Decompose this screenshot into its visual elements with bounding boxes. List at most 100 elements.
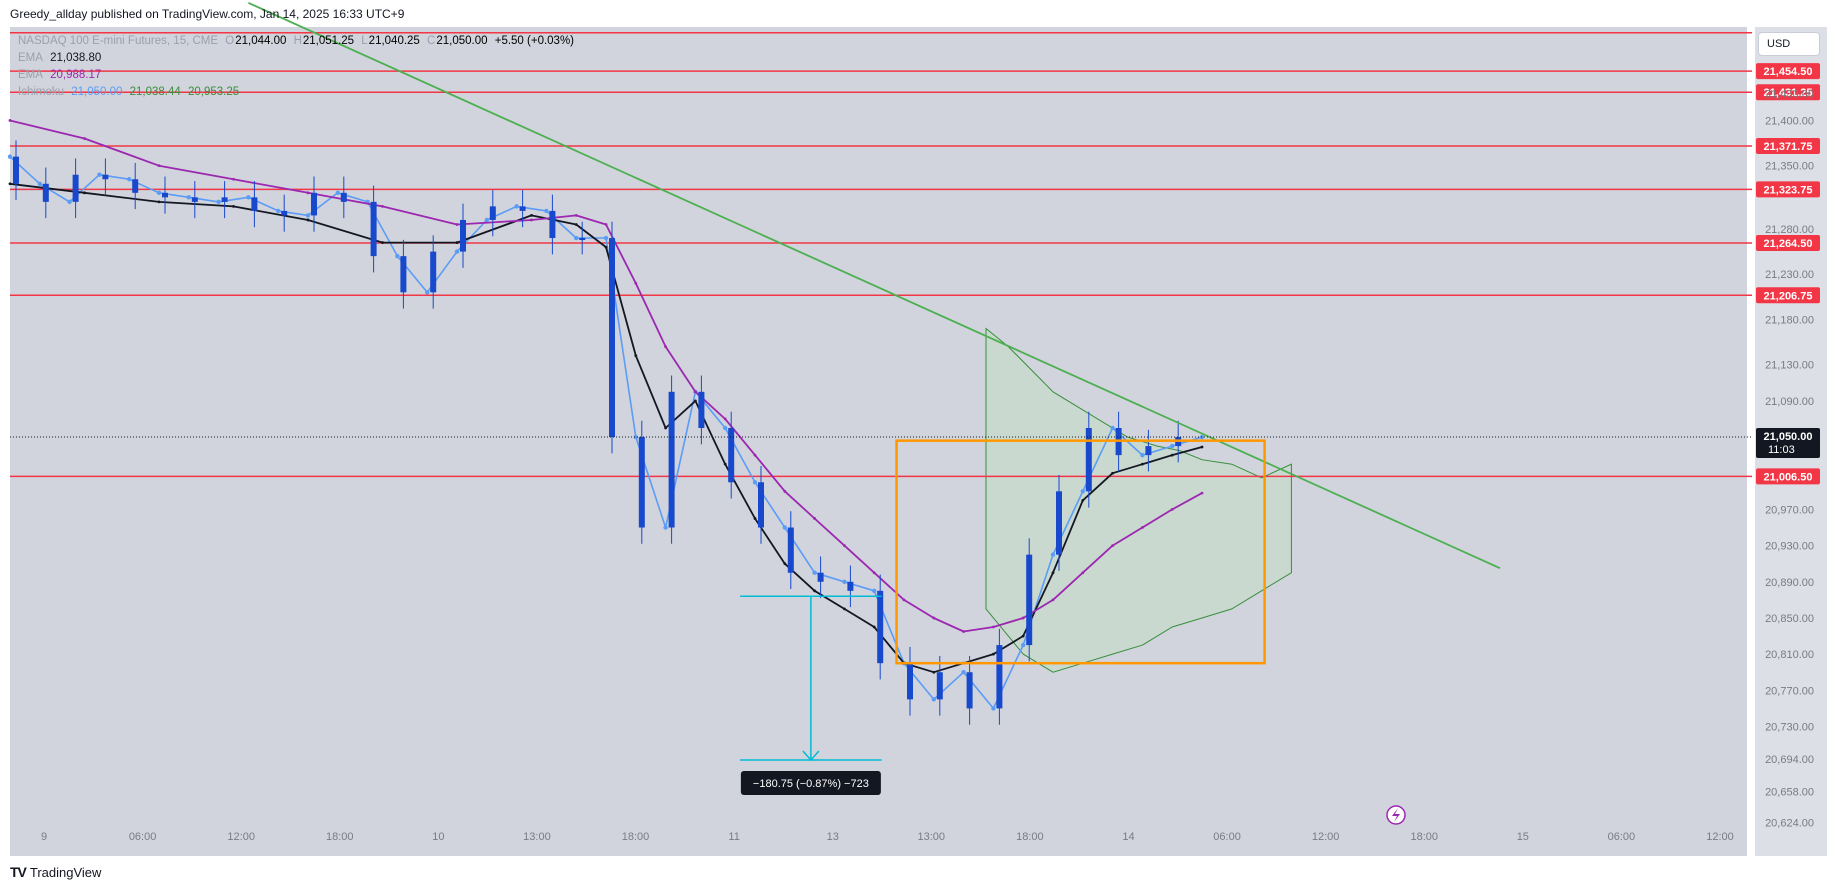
candle-body (72, 174, 79, 202)
candle-body (1085, 428, 1092, 492)
data-point (306, 191, 310, 195)
data-point (8, 182, 12, 186)
y-tick-label: 21,280.00 (1765, 224, 1814, 236)
data-point (932, 670, 936, 674)
data-point (753, 453, 757, 457)
x-tick-label: 06:00 (1213, 831, 1241, 843)
consolidation-box (895, 439, 1266, 665)
data-point (694, 390, 697, 394)
close-label: C (427, 35, 436, 47)
data-point (603, 235, 609, 241)
data-point (97, 172, 102, 177)
resistance-price-label: 21,431.25 (1764, 87, 1813, 99)
data-point (455, 223, 459, 226)
x-tick-label: 13 (827, 831, 839, 843)
footer-brand[interactable]: TV TradingView (10, 864, 101, 880)
data-point (782, 525, 787, 530)
data-point (127, 177, 132, 182)
data-point (723, 425, 728, 431)
data-point (872, 588, 877, 594)
data-point (1170, 453, 1174, 457)
data-point (514, 204, 519, 209)
tradingview-logo-icon: TV (10, 864, 27, 880)
resistance-price-tag (1756, 235, 1820, 252)
data-point (335, 190, 340, 196)
candle-body (787, 527, 794, 573)
y-tick-label: 20,850.00 (1765, 613, 1814, 625)
lightning-icon[interactable] (1386, 805, 1406, 825)
data-point (752, 480, 758, 485)
resistance-price-label: 21,371.75 (1764, 141, 1813, 153)
data-point (1051, 571, 1055, 575)
ema-fast-line (9, 182, 1203, 674)
data-point (604, 245, 608, 249)
data-point (604, 223, 608, 226)
data-point (1170, 443, 1175, 449)
data-point (83, 191, 86, 195)
legend-ema-slow[interactable]: EMA 20,988.17 (18, 69, 105, 81)
ema-slow-value: 20,988.17 (50, 69, 102, 81)
data-point (544, 208, 549, 214)
data-point (1081, 571, 1085, 575)
candle-body (638, 437, 645, 528)
resistance-price-label: 21,006.50 (1764, 471, 1813, 483)
legend-ema-fast[interactable]: EMA 21,038.80 (18, 52, 105, 64)
data-point (723, 462, 727, 466)
data-point (484, 217, 489, 223)
x-tick-label: 13:00 (523, 831, 551, 843)
data-point (1111, 544, 1114, 547)
candle-body (907, 663, 913, 700)
candle-body (1145, 446, 1152, 456)
data-point (633, 434, 638, 440)
candle-body (162, 192, 168, 198)
data-point (425, 290, 430, 295)
data-point (872, 571, 876, 575)
measure-label-box (740, 770, 881, 795)
data-point (813, 589, 816, 593)
x-tick-label: 06:00 (129, 831, 157, 843)
currency-button[interactable]: USD (1758, 32, 1820, 56)
data-point (156, 190, 162, 196)
resistance-price-label: 21,206.75 (1764, 290, 1813, 302)
data-point (455, 241, 459, 244)
measure-arrow-icon (802, 750, 820, 762)
candle-body (42, 183, 49, 202)
legend-ichimoku[interactable]: Ichimoku 21,050.00 21,038.44 20,953.25 (18, 86, 243, 98)
data-point (37, 181, 42, 186)
x-tick-label: 14 (1122, 831, 1134, 843)
candle-body (13, 156, 19, 184)
low-label: L (361, 35, 368, 47)
ema-slow-name: EMA (18, 69, 43, 81)
y-tick-label: 20,770.00 (1765, 685, 1814, 697)
candle-body (847, 581, 854, 591)
y-tick-label: 21,090.00 (1765, 396, 1814, 408)
data-point (723, 417, 727, 421)
x-tick-label: 12:00 (227, 831, 255, 843)
legend-ohlc-row: NASDAQ 100 E-mini Futures, 15, CME O21,0… (18, 35, 578, 47)
x-tick-label: 18:00 (622, 831, 650, 843)
data-point (1200, 445, 1204, 449)
candle-body (311, 192, 317, 216)
open-label: O (225, 35, 235, 47)
data-point (931, 697, 936, 702)
data-point (186, 195, 191, 200)
data-point (663, 525, 668, 530)
data-point (1141, 526, 1144, 529)
candle-body (221, 197, 228, 202)
data-point (961, 670, 966, 675)
x-tick-label: 9 (41, 831, 47, 843)
data-point (246, 195, 251, 200)
high-value: 21,051.25 (302, 35, 355, 47)
ema-fast-value: 21,038.80 (50, 52, 102, 64)
candle-body (460, 219, 466, 252)
y-tick-label: 21,350.00 (1765, 161, 1814, 173)
candle-body (489, 206, 496, 220)
candle-body (549, 210, 556, 239)
data-point (232, 204, 235, 208)
lightning-icon-bolt (1392, 808, 1400, 822)
data-point (306, 218, 310, 222)
resistance-price-tag (1756, 84, 1820, 101)
data-point (783, 562, 787, 566)
data-point (1021, 616, 1025, 620)
